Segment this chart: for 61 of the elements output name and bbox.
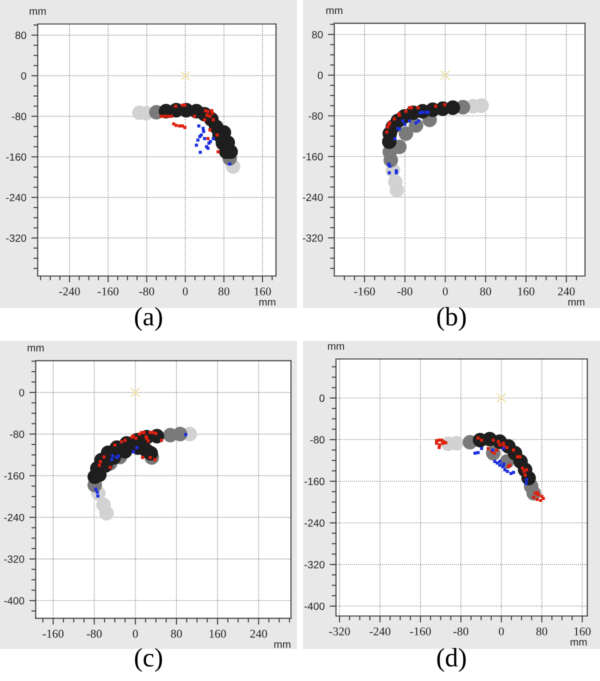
y-tick-label: -160 xyxy=(4,472,24,480)
x-tick-label: -80 xyxy=(139,287,154,296)
x-tick-label: -160 xyxy=(98,287,118,296)
y-tick-label: -80 xyxy=(10,430,24,438)
y-tick-label: 80 xyxy=(15,32,26,40)
y-tick-label: -400 xyxy=(304,602,324,610)
text: (a) xyxy=(135,307,162,331)
text: (c) xyxy=(135,648,162,672)
x-tick-label: 160 xyxy=(574,627,591,636)
y-tick-label: -240 xyxy=(4,514,24,522)
x-tick-label: 160 xyxy=(518,287,534,296)
y-tick-label: -160 xyxy=(302,153,323,160)
x-tick-label: 0 xyxy=(182,287,188,296)
x-tick-label: 80 xyxy=(480,287,492,296)
x-tick-label: 80 xyxy=(218,287,230,296)
x-tick-label: 80 xyxy=(536,627,548,636)
x-tick-label: 240 xyxy=(250,630,268,638)
y-axis-title: mm xyxy=(28,346,44,352)
y-tick-label: -240 xyxy=(304,519,324,527)
x-axis-title: mm xyxy=(570,640,587,646)
y-tick-label: 0 xyxy=(19,388,24,396)
y-tick-label: -320 xyxy=(6,234,26,242)
text: (d) xyxy=(437,648,466,672)
y-axis-title: mm xyxy=(30,9,46,15)
x-tick-label: -240 xyxy=(370,627,390,636)
y-tick-label: 0 xyxy=(320,394,324,402)
x-tick-label: -80 xyxy=(86,630,102,638)
x-axis-title: mm xyxy=(259,300,276,306)
x-tick-label: -80 xyxy=(397,287,412,296)
y-tick-label: -80 xyxy=(308,112,323,120)
y-axis-title: mm xyxy=(326,8,342,14)
text: (b) xyxy=(437,307,466,331)
y-tick-label: -80 xyxy=(310,436,324,444)
x-tick-label: 0 xyxy=(132,630,138,638)
y-tick-label: -160 xyxy=(6,153,26,161)
y-tick-label: -240 xyxy=(6,194,26,202)
y-tick-label: -160 xyxy=(304,478,324,486)
x-tick-label: -320 xyxy=(329,627,350,636)
x-tick-label: -240 xyxy=(59,287,80,296)
y-tick-label: 80 xyxy=(312,30,323,38)
x-tick-label: 240 xyxy=(558,287,575,296)
x-tick-label: 160 xyxy=(254,287,271,296)
y-tick-label: -320 xyxy=(4,555,24,563)
x-tick-label: 0 xyxy=(498,627,504,636)
x-tick-label: -80 xyxy=(453,627,468,636)
x-tick-label: -160 xyxy=(42,630,64,638)
y-tick-label: -240 xyxy=(302,194,323,202)
x-tick-label: 160 xyxy=(210,630,226,638)
x-tick-label: 0 xyxy=(442,287,448,296)
y-tick-label: -320 xyxy=(302,234,323,242)
y-tick-label: -400 xyxy=(4,597,24,604)
y-axis-title: mm xyxy=(328,344,344,350)
y-tick-label: 0 xyxy=(21,72,26,80)
y-tick-label: 0 xyxy=(318,72,323,80)
x-tick-label: -160 xyxy=(410,627,431,636)
x-tick-label: -160 xyxy=(354,287,375,296)
x-tick-label: 80 xyxy=(170,630,182,638)
y-tick-label: -80 xyxy=(12,112,26,120)
y-tick-label: -320 xyxy=(304,560,324,568)
x-axis-title: mm xyxy=(274,642,290,648)
x-axis-title: mm xyxy=(568,300,584,306)
